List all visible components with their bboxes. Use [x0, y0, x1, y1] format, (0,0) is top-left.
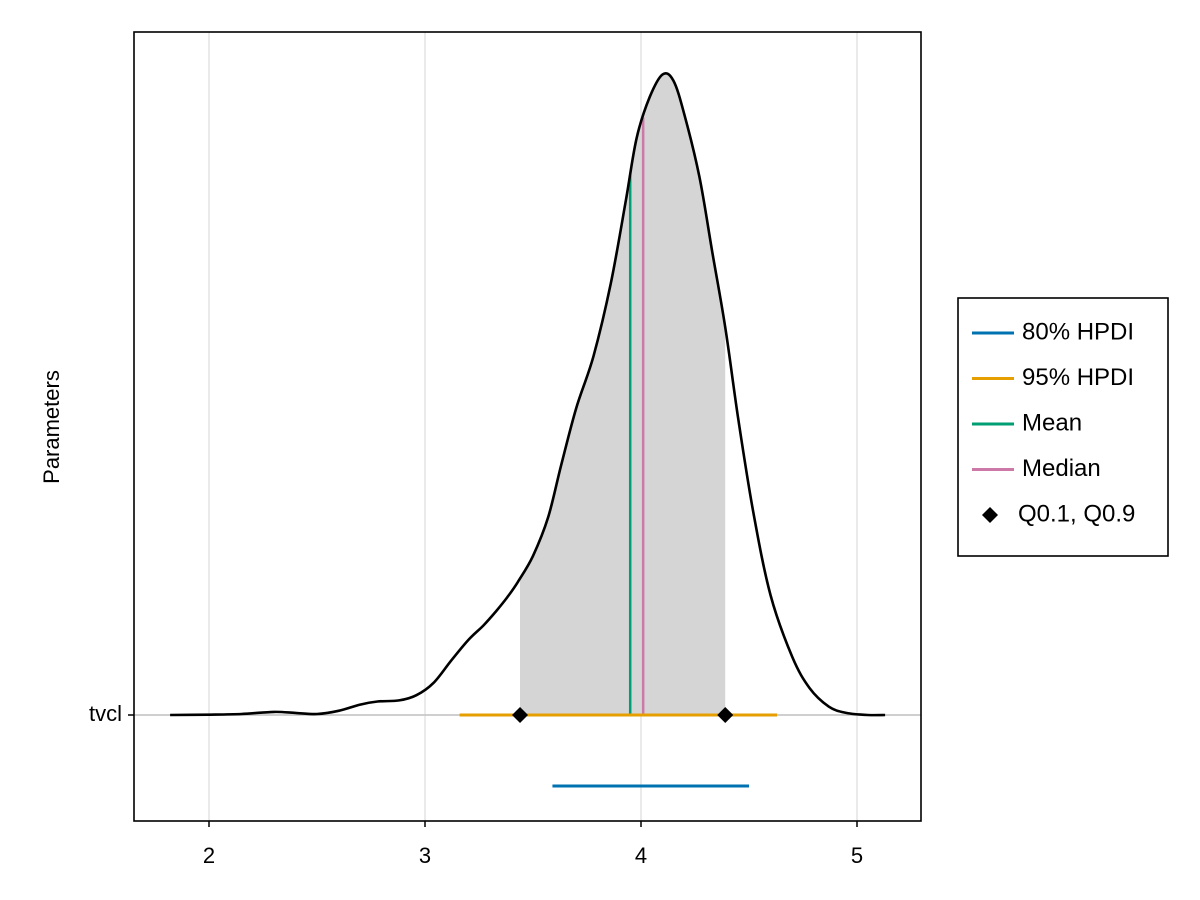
- x-tick-label: 5: [851, 843, 863, 868]
- legend-label: 80% HPDI: [1022, 318, 1134, 345]
- x-axis: 2 3 4 5: [203, 821, 863, 868]
- quantile-marker: [512, 707, 529, 723]
- y-axis-title: Parameters: [39, 370, 64, 484]
- legend-label: Q0.1, Q0.9: [1018, 500, 1135, 527]
- x-tick-label: 4: [635, 843, 647, 868]
- y-tick-label: tvcl: [89, 701, 122, 726]
- legend-label: Median: [1022, 455, 1101, 482]
- y-axis: tvcl: [89, 701, 134, 726]
- quantile-marker: [717, 707, 734, 723]
- x-tick-label: 3: [419, 843, 431, 868]
- legend-swatch: [982, 507, 998, 523]
- legend-label: Mean: [1022, 409, 1082, 436]
- legend: 80% HPDI 95% HPDI Mean Median Q0.1, Q0.9: [957, 297, 1169, 557]
- plot-marks: [170, 71, 886, 788]
- density-curve: [170, 71, 886, 717]
- x-tick-label: 2: [203, 843, 215, 868]
- density-shade: [520, 73, 726, 716]
- legend-label: 95% HPDI: [1022, 364, 1134, 391]
- plot-frame: [133, 31, 922, 822]
